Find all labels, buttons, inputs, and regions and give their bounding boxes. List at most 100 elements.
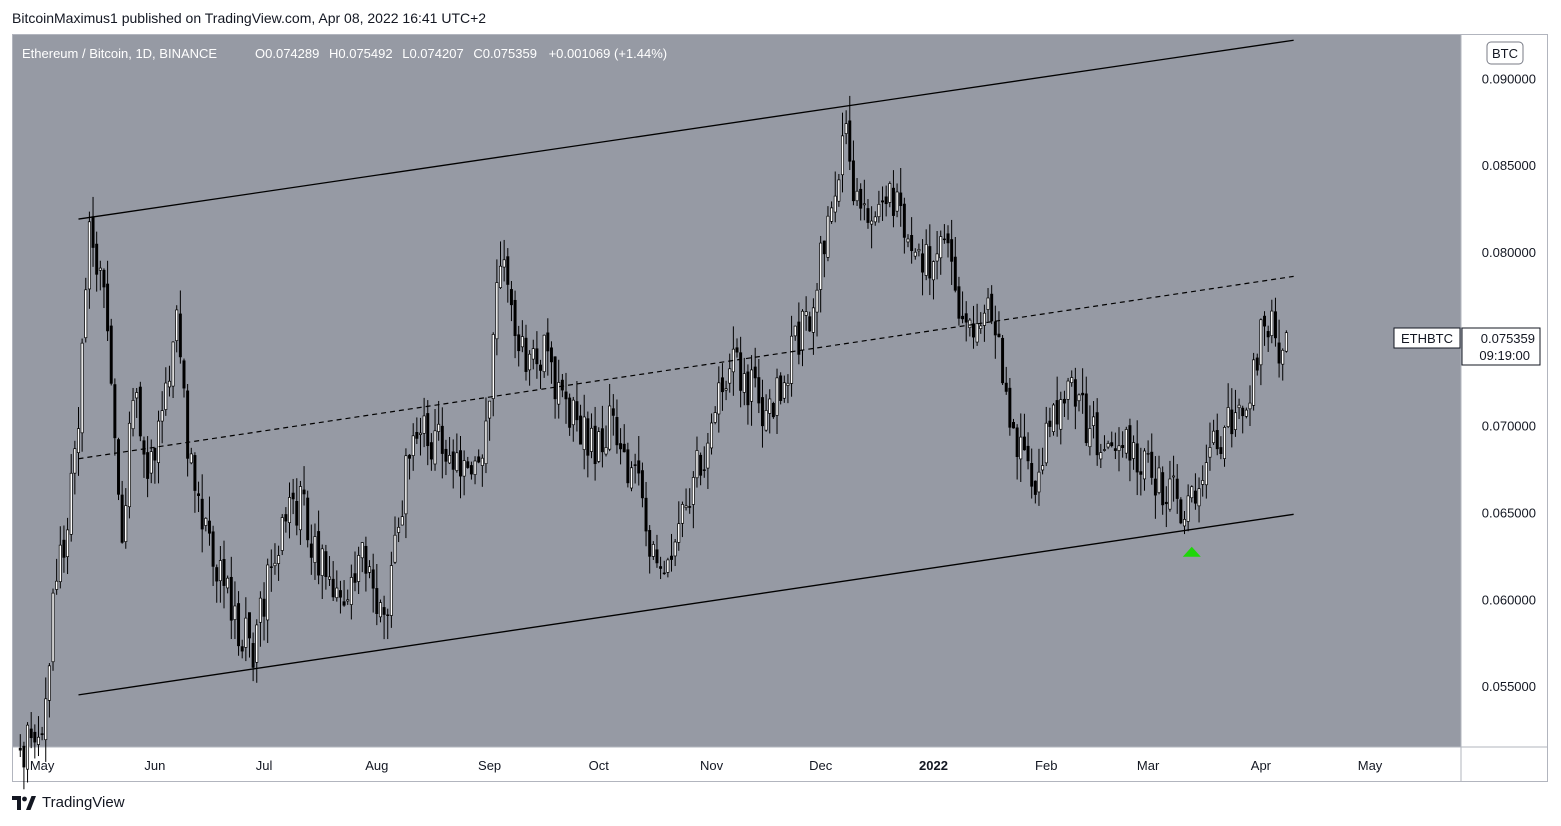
candle bbox=[1041, 447, 1045, 475]
candle bbox=[902, 197, 906, 254]
tradingview-logo-icon[interactable] bbox=[12, 795, 36, 810]
candle bbox=[1255, 353, 1259, 376]
candle bbox=[1092, 401, 1096, 439]
candle bbox=[1033, 480, 1037, 504]
plot-area[interactable] bbox=[13, 35, 1461, 747]
candle bbox=[102, 268, 106, 309]
candle bbox=[58, 526, 62, 589]
candle bbox=[575, 381, 579, 432]
candle bbox=[1273, 297, 1277, 347]
candle bbox=[175, 305, 179, 353]
candle bbox=[957, 276, 961, 326]
candle bbox=[811, 298, 815, 355]
candle bbox=[630, 461, 633, 492]
candle bbox=[1201, 465, 1205, 497]
price-axis[interactable] bbox=[1461, 35, 1547, 747]
legend-change: +0.001069 (+1.44%) bbox=[549, 46, 668, 61]
candle bbox=[364, 536, 368, 592]
candle bbox=[84, 277, 88, 343]
candle bbox=[186, 384, 190, 477]
candle bbox=[73, 440, 77, 495]
candle bbox=[600, 405, 604, 468]
price-tag[interactable]: ETHBTC 0.075359 09:19:00 bbox=[1393, 327, 1541, 366]
candle bbox=[1124, 426, 1128, 459]
price-tick-label: 0.080000 bbox=[1482, 245, 1536, 260]
candle bbox=[884, 185, 888, 217]
candle bbox=[117, 437, 120, 501]
candle bbox=[1070, 370, 1074, 387]
candle bbox=[881, 186, 885, 221]
candle bbox=[207, 496, 211, 546]
candle bbox=[779, 372, 783, 405]
candle bbox=[324, 544, 328, 590]
candle bbox=[633, 453, 637, 484]
publish-line: BitcoinMaximus1 published on TradingView… bbox=[12, 10, 486, 26]
candle bbox=[640, 462, 644, 508]
candle bbox=[968, 318, 972, 337]
candle bbox=[1019, 413, 1023, 482]
channel-lower-line[interactable] bbox=[78, 513, 1294, 696]
candle bbox=[750, 355, 754, 426]
candle bbox=[539, 359, 543, 389]
candle bbox=[331, 561, 335, 602]
candle bbox=[1252, 352, 1256, 411]
candle bbox=[597, 427, 601, 464]
candle bbox=[822, 240, 826, 278]
time-tick-label: May bbox=[30, 758, 55, 773]
candle bbox=[1001, 335, 1005, 386]
footer-brand[interactable]: TradingView bbox=[42, 794, 125, 811]
publisher-name[interactable]: BitcoinMaximus1 bbox=[12, 10, 118, 26]
candle bbox=[942, 224, 946, 244]
candle bbox=[1263, 311, 1267, 346]
candle bbox=[306, 490, 310, 548]
candle bbox=[466, 456, 470, 469]
candle bbox=[298, 480, 302, 545]
currency-badge[interactable]: BTC bbox=[1486, 41, 1524, 65]
candle bbox=[735, 338, 739, 358]
candle bbox=[917, 243, 921, 257]
candle bbox=[699, 452, 703, 486]
candle bbox=[422, 397, 426, 448]
candle bbox=[1004, 366, 1008, 395]
time-tick-label: Dec bbox=[809, 758, 833, 773]
legend-low: 0.074207 bbox=[409, 46, 463, 61]
channel-upper-line[interactable] bbox=[78, 39, 1294, 220]
time-axis[interactable] bbox=[13, 747, 1547, 781]
candle bbox=[349, 564, 353, 620]
candle bbox=[1132, 435, 1136, 470]
candle bbox=[520, 320, 524, 353]
candle bbox=[426, 400, 430, 466]
candle bbox=[1266, 325, 1270, 352]
candle bbox=[138, 381, 142, 442]
candle bbox=[451, 439, 455, 489]
candle bbox=[695, 436, 699, 488]
candle bbox=[535, 331, 539, 379]
candle bbox=[782, 375, 786, 403]
legend-high-label: H bbox=[329, 46, 338, 61]
channel-middle-line[interactable] bbox=[78, 275, 1294, 460]
candle bbox=[611, 394, 615, 436]
candle bbox=[317, 510, 321, 585]
candle bbox=[360, 542, 364, 573]
candle bbox=[604, 425, 608, 457]
candle bbox=[484, 397, 488, 474]
candle bbox=[1230, 388, 1234, 448]
time-tick-labels: May Jun Jul Aug Sep Oct Nov Dec 2022 Feb Mar Apr May bbox=[30, 758, 1383, 773]
candle bbox=[153, 447, 157, 484]
candle bbox=[953, 236, 957, 293]
candle bbox=[40, 726, 44, 741]
candle bbox=[433, 409, 437, 471]
candle bbox=[1113, 432, 1117, 460]
candle bbox=[1237, 398, 1241, 420]
candle bbox=[906, 234, 910, 248]
candle bbox=[455, 433, 459, 473]
candle bbox=[702, 446, 706, 478]
candle bbox=[400, 500, 404, 526]
candle bbox=[229, 556, 233, 639]
candle bbox=[357, 546, 361, 595]
candle bbox=[1008, 378, 1012, 436]
candle bbox=[309, 524, 313, 575]
candle bbox=[910, 217, 914, 264]
candle bbox=[1095, 398, 1099, 466]
